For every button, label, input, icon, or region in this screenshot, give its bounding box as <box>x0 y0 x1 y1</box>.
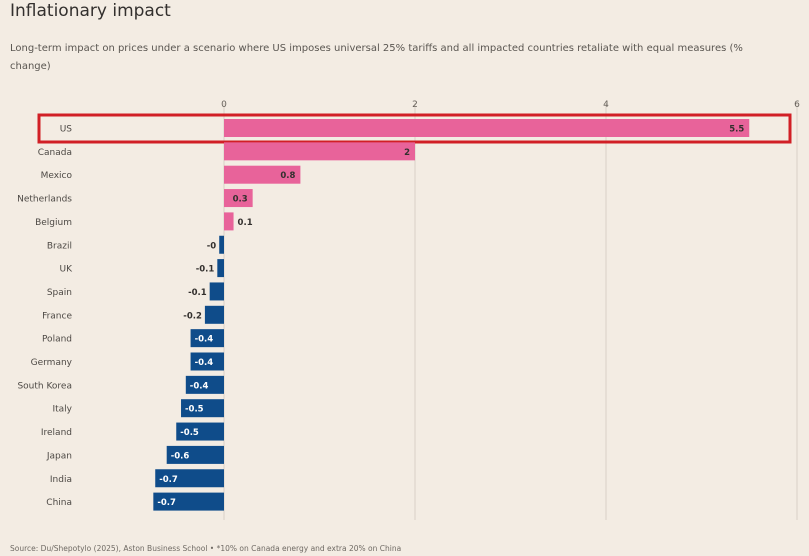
value-label: -0.7 <box>159 475 178 485</box>
category-label: Ireland <box>41 428 72 438</box>
bar <box>224 165 301 184</box>
bar <box>224 212 234 231</box>
category-label: UK <box>60 265 74 275</box>
category-label: Brazil <box>47 241 72 251</box>
value-label: 5.5 <box>729 125 744 135</box>
category-label: Germany <box>31 358 73 368</box>
category-label: US <box>60 125 73 135</box>
category-label: France <box>42 311 72 321</box>
value-label: -0.7 <box>157 498 176 508</box>
category-label: Spain <box>47 288 72 298</box>
category-label: Mexico <box>41 171 73 181</box>
category-label: India <box>50 475 72 485</box>
bar <box>217 259 224 278</box>
value-label: -0.2 <box>183 311 202 321</box>
x-tick-label: 2 <box>412 100 418 110</box>
bar <box>190 352 224 371</box>
bar <box>224 119 750 137</box>
value-label: -0.4 <box>195 335 214 345</box>
bar <box>224 142 415 161</box>
chart-subtitle: Long-term impact on prices under a scena… <box>10 43 743 72</box>
category-label: Italy <box>52 405 72 415</box>
category-label: Netherlands <box>17 195 72 205</box>
value-label: -0.5 <box>185 405 204 415</box>
value-label: 0.8 <box>280 171 295 181</box>
bar <box>166 445 224 464</box>
x-tick-label: 4 <box>603 100 609 110</box>
source-note: Source: Du/Shepotylo (2025), Aston Busin… <box>10 544 402 553</box>
highlight-box <box>37 113 792 144</box>
value-label: -0.4 <box>195 358 214 368</box>
category-label: Japan <box>46 451 72 461</box>
x-tick-label: 0 <box>221 100 227 110</box>
value-label: -0 <box>207 241 217 251</box>
chart-title: Inflationary impact <box>10 1 171 21</box>
bar <box>219 235 224 254</box>
category-label: China <box>46 498 72 508</box>
category-label: Canada <box>38 148 72 158</box>
bar <box>176 422 224 441</box>
value-label: -0.4 <box>190 381 209 391</box>
bar <box>224 189 253 208</box>
category-label: Poland <box>42 335 72 345</box>
value-label: -0.6 <box>171 451 190 461</box>
value-label: -0.5 <box>180 428 199 438</box>
bar <box>209 282 224 301</box>
bar <box>155 469 224 488</box>
value-label: -0.1 <box>188 288 207 298</box>
bar <box>204 305 224 324</box>
bar <box>190 329 224 348</box>
x-tick-label: 6 <box>794 100 800 110</box>
value-label: -0.1 <box>196 265 215 275</box>
bar <box>185 375 224 394</box>
value-label: 2 <box>404 148 410 158</box>
category-label: Belgium <box>35 218 72 228</box>
value-label: 0.3 <box>233 195 248 205</box>
bar <box>153 492 224 511</box>
bar <box>181 399 224 418</box>
value-label: 0.1 <box>238 218 253 228</box>
category-label: South Korea <box>17 381 72 391</box>
